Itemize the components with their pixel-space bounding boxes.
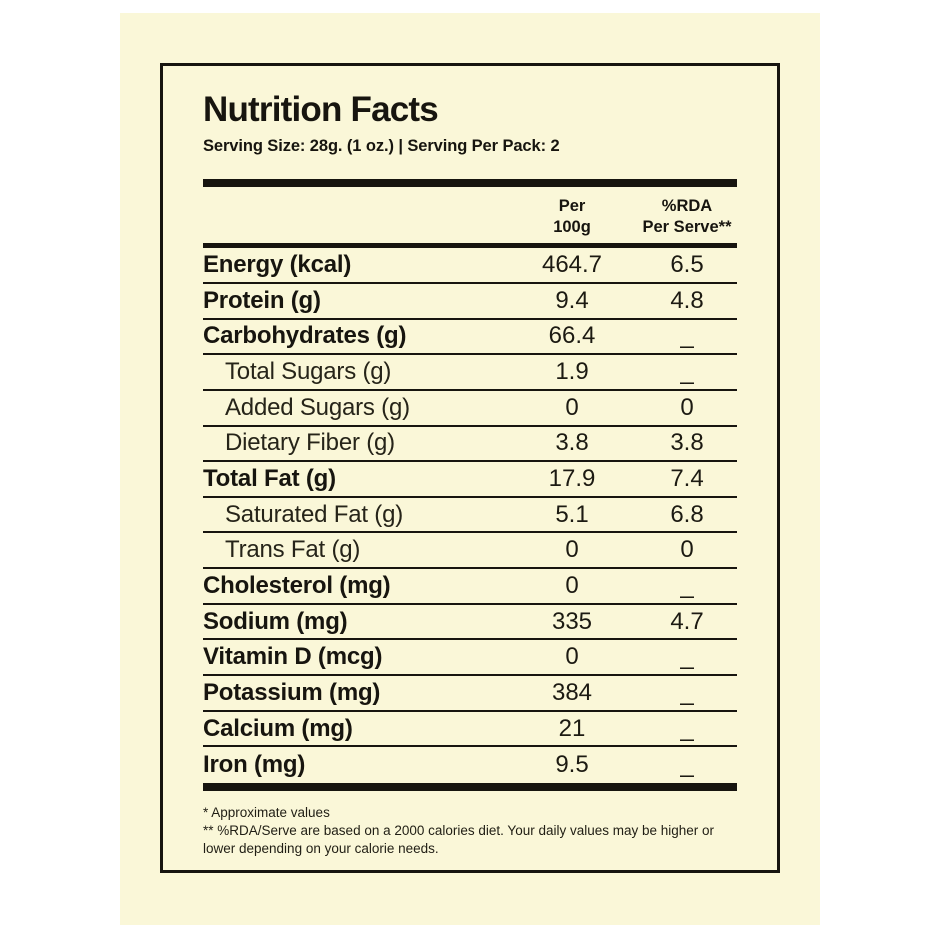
nutrient-rda-per-serve-value: 7.4 xyxy=(670,465,704,493)
nutrient-name: Energy (kcal) xyxy=(203,251,352,279)
column-header-per-100g: Per 100g xyxy=(507,196,637,238)
nutrient-rda-per-serve-value: 4.7 xyxy=(670,607,704,635)
nutrient-per-100g-value: 0 xyxy=(565,393,579,421)
nutrition-table-body: Energy (kcal) 464.7 6.5 Protein (g) 9.4 … xyxy=(203,248,737,783)
nutrient-per-100g-value: 5.1 xyxy=(555,500,589,528)
nutrient-rda-per-serve-value: 4.8 xyxy=(670,286,704,314)
nutrition-row: Added Sugars (g) 0 0 xyxy=(203,391,737,427)
nutrition-row: Iron (mg) 9.5 _ xyxy=(203,747,737,783)
nutrient-per-100g-value: 17.9 xyxy=(548,465,596,493)
nutrition-row: Energy (kcal) 464.7 6.5 xyxy=(203,248,737,284)
nutrient-per-100g-value: 0 xyxy=(565,536,579,564)
nutrient-per-100g-value: 384 xyxy=(551,678,593,706)
table-column-headers: Per 100g %RDA Per Serve** xyxy=(203,187,737,244)
label-background: Nutrition Facts Serving Size: 28g. (1 oz… xyxy=(120,13,820,925)
nutrient-name: Dietary Fiber (g) xyxy=(225,429,395,457)
nutrient-name: Sodium (mg) xyxy=(203,607,348,635)
nutrient-per-100g-value: 3.8 xyxy=(555,429,589,457)
nutrition-row: Total Fat (g) 17.9 7.4 xyxy=(203,462,737,498)
nutrition-row: Trans Fat (g) 0 0 xyxy=(203,533,737,570)
nutrient-rda-per-serve-value: _ xyxy=(680,322,694,350)
nutrient-name: Total Fat (g) xyxy=(203,465,336,493)
bottom-divider-bar xyxy=(203,782,737,791)
nutrient-rda-per-serve-value: _ xyxy=(680,643,694,671)
nutrient-rda-per-serve-value: 6.8 xyxy=(670,500,704,528)
nutrition-facts-panel: Nutrition Facts Serving Size: 28g. (1 oz… xyxy=(160,63,780,873)
nutrition-row: Carbohydrates (g) 66.4 _ xyxy=(203,320,737,356)
footnote-approximate-values: * Approximate values xyxy=(203,804,330,820)
header-divider-bar xyxy=(203,243,737,249)
top-divider-bar xyxy=(203,178,737,187)
nutrient-name: Trans Fat (g) xyxy=(225,536,361,564)
nutrient-name: Potassium (mg) xyxy=(203,678,381,706)
nutrient-name: Total Sugars (g) xyxy=(225,358,392,386)
nutrient-rda-per-serve-value: _ xyxy=(680,358,694,386)
nutrient-name: Cholesterol (mg) xyxy=(203,571,391,599)
nutrient-per-100g-value: 464.7 xyxy=(541,251,603,279)
nutrition-facts-title: Nutrition Facts xyxy=(203,90,439,129)
nutrient-rda-per-serve-value: 3.8 xyxy=(670,429,704,457)
nutrition-row: Total Sugars (g) 1.9 _ xyxy=(203,355,737,391)
nutrient-per-100g-value: 0 xyxy=(565,643,579,671)
nutrient-name: Vitamin D (mcg) xyxy=(203,643,383,671)
nutrient-rda-per-serve-value: _ xyxy=(680,678,694,706)
nutrient-rda-per-serve-value: 0 xyxy=(680,393,694,421)
nutrient-per-100g-value: 1.9 xyxy=(555,358,589,386)
nutrition-row: Sodium (mg) 335 4.7 xyxy=(203,605,737,641)
nutrient-name: Added Sugars (g) xyxy=(225,393,410,421)
nutrient-rda-per-serve-value: 6.5 xyxy=(670,251,704,279)
column-header-per-100g-line2: 100g xyxy=(553,217,591,236)
nutrient-per-100g-value: 335 xyxy=(551,607,593,635)
nutrient-name: Saturated Fat (g) xyxy=(225,500,404,528)
nutrient-rda-per-serve-value: _ xyxy=(680,714,694,742)
footnote-rda-disclaimer: ** %RDA/Serve are based on a 2000 calori… xyxy=(203,823,715,857)
nutrition-row: Vitamin D (mcg) 0 _ xyxy=(203,640,737,677)
nutrition-row: Calcium (mg) 21 _ xyxy=(203,712,737,748)
column-header-rda-line1: %RDA xyxy=(661,196,713,215)
nutrient-name: Protein (g) xyxy=(203,286,321,314)
nutrient-per-100g-value: 66.4 xyxy=(548,322,596,350)
nutrient-per-100g-value: 21 xyxy=(558,714,586,742)
nutrient-name: Carbohydrates (g) xyxy=(203,322,407,350)
nutrient-rda-per-serve-value: _ xyxy=(680,571,694,599)
footnotes: * Approximate values ** %RDA/Serve are b… xyxy=(203,804,737,858)
column-header-rda-line2: Per Serve** xyxy=(642,217,732,236)
nutrition-row: Potassium (mg) 384 _ xyxy=(203,676,737,712)
column-header-rda-per-serve: %RDA Per Serve** xyxy=(637,196,737,238)
nutrient-rda-per-serve-value: 0 xyxy=(680,536,694,564)
nutrient-rda-per-serve-value: _ xyxy=(680,751,694,779)
nutrient-per-100g-value: 9.5 xyxy=(555,751,589,779)
nutrient-per-100g-value: 9.4 xyxy=(555,286,589,314)
nutrition-row: Dietary Fiber (g) 3.8 3.8 xyxy=(203,427,737,463)
serving-info-line: Serving Size: 28g. (1 oz.) | Serving Per… xyxy=(203,136,560,155)
nutrient-name: Iron (mg) xyxy=(203,751,306,779)
column-header-per-100g-line1: Per xyxy=(558,196,586,215)
nutrition-row: Cholesterol (mg) 0 _ xyxy=(203,569,737,605)
nutrition-row: Protein (g) 9.4 4.8 xyxy=(203,284,737,320)
nutrient-name: Calcium (mg) xyxy=(203,714,353,742)
nutrition-row: Saturated Fat (g) 5.1 6.8 xyxy=(203,498,737,534)
nutrient-per-100g-value: 0 xyxy=(565,571,579,599)
